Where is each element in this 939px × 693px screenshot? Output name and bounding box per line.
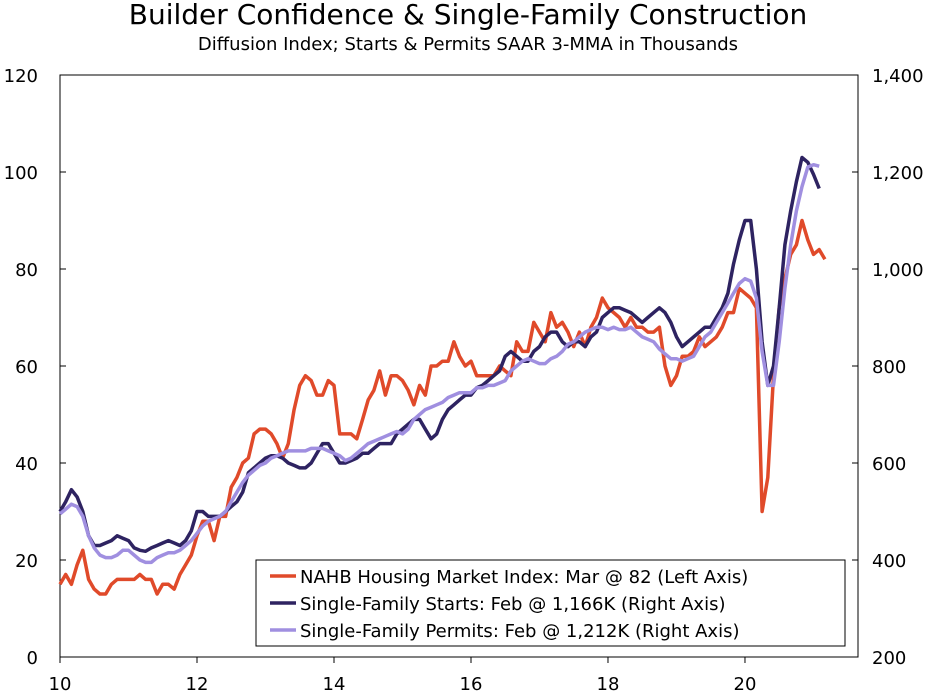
legend-label: Single-Family Starts: Feb @ 1,166K (Righ… bbox=[300, 594, 726, 615]
y2-tick-label: 1,200 bbox=[872, 163, 924, 184]
legend-label: Single-Family Permits: Feb @ 1,212K (Rig… bbox=[300, 621, 739, 642]
series-line bbox=[58, 155, 821, 554]
y-tick-label: 20 bbox=[15, 551, 38, 572]
x-tick-label: 20 bbox=[734, 674, 757, 693]
y-tick-label: 80 bbox=[15, 260, 38, 281]
y-tick-label: 100 bbox=[4, 163, 38, 184]
y-tick-label: 0 bbox=[27, 648, 38, 669]
y2-tick-label: 800 bbox=[872, 357, 906, 378]
legend-label: NAHB Housing Market Index: Mar @ 82 (Lef… bbox=[300, 567, 748, 588]
chart-title: Builder Confidence & Single-Family Const… bbox=[129, 0, 807, 31]
series-line bbox=[58, 218, 827, 596]
y-tick-label: 120 bbox=[4, 66, 38, 87]
y2-tick-label: 1,400 bbox=[872, 66, 924, 87]
x-tick-label: 16 bbox=[460, 674, 483, 693]
chart-subtitle: Diffusion Index; Starts & Permits SAAR 3… bbox=[198, 34, 738, 55]
x-tick-label: 10 bbox=[49, 674, 72, 693]
y2-tick-label: 400 bbox=[872, 551, 906, 572]
y2-tick-label: 1,000 bbox=[872, 260, 924, 281]
x-tick-label: 18 bbox=[597, 674, 620, 693]
legend-box bbox=[255, 559, 846, 647]
y-tick-label: 60 bbox=[15, 357, 38, 378]
y2-tick-label: 600 bbox=[872, 454, 906, 475]
x-tick-label: 14 bbox=[323, 674, 346, 693]
y-tick-label: 40 bbox=[15, 454, 38, 475]
series-line bbox=[58, 162, 820, 565]
y2-tick-label: 200 bbox=[872, 648, 906, 669]
x-tick-label: 12 bbox=[186, 674, 209, 693]
